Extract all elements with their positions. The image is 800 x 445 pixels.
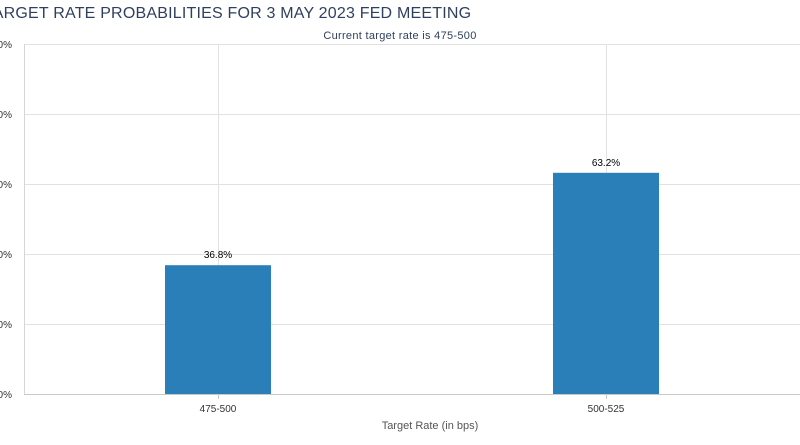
data-label-475-500: 36.8%	[204, 250, 232, 261]
chart-title: TARGET RATE PROBABILITIES FOR 3 MAY 2023…	[0, 5, 472, 22]
x-axis-ticks: 475-500 500-525	[200, 394, 625, 415]
y-tick-label: 80%	[0, 110, 12, 121]
bar-500-525	[553, 172, 659, 394]
bars	[165, 172, 659, 394]
y-axis-ticks: 0% 20% 40% 60% 80% 100%	[0, 40, 12, 401]
y-tick-label: 20%	[0, 320, 12, 331]
data-labels: 36.8% 63.2%	[204, 158, 620, 261]
y-tick-label: 0%	[0, 390, 12, 401]
y-tick-label: 100%	[0, 40, 12, 51]
data-label-500-525: 63.2%	[592, 158, 620, 169]
x-tick-label-500-525: 500-525	[588, 404, 625, 415]
x-axis-label: Target Rate (in bps)	[382, 420, 479, 432]
bar-475-500	[165, 265, 271, 394]
y-tick-label: 40%	[0, 250, 12, 261]
chart-subtitle: Current target rate is 475-500	[323, 30, 477, 42]
gridlines	[24, 44, 800, 395]
y-tick-label: 60%	[0, 180, 12, 191]
x-tick-label-475-500: 475-500	[200, 404, 237, 415]
